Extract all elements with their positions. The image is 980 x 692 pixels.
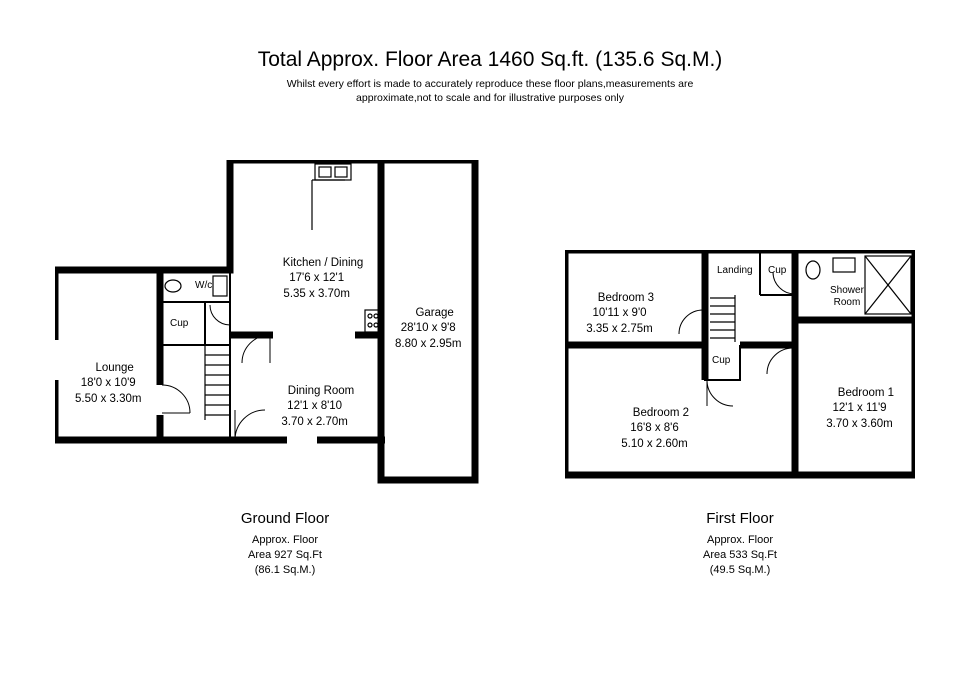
page-title: Total Approx. Floor Area 1460 Sq.ft. (13… xyxy=(0,0,980,72)
disclaimer-line2: approximate,not to scale and for illustr… xyxy=(356,92,624,104)
bed2-label: Bedroom 216'8 x 8'65.10 x 2.60m xyxy=(620,390,689,468)
lounge-label: Lounge18'0 x 10'95.50 x 3.30m xyxy=(75,345,141,423)
ground-name: Ground Floor xyxy=(185,510,385,527)
cup-label-ground: Cup xyxy=(170,318,188,330)
kitchen-label: Kitchen / Dining17'6 x 12'15.35 x 3.70m xyxy=(270,240,363,318)
disclaimer-line1: Whilst every effort is made to accuratel… xyxy=(287,78,694,90)
wc-label: W/c xyxy=(195,280,212,292)
garage-label: Garage28'10 x 9'88.80 x 2.95m xyxy=(395,290,461,368)
first-caption: First Floor Approx. Floor Area 533 Sq.Ft… xyxy=(640,510,840,578)
landing-label: Landing xyxy=(717,265,753,277)
ground-caption: Ground Floor Approx. Floor Area 927 Sq.F… xyxy=(185,510,385,578)
disclaimer: Whilst every effort is made to accuratel… xyxy=(0,78,980,105)
first-name: First Floor xyxy=(640,510,840,527)
bed3-label: Bedroom 310'11 x 9'03.35 x 2.75m xyxy=(585,275,654,353)
cup1-label: Cup xyxy=(768,265,786,277)
cup2-label: Cup xyxy=(712,355,730,367)
bed1-label: Bedroom 112'1 x 11'93.70 x 3.60m xyxy=(825,370,894,448)
plan-area: Lounge18'0 x 10'95.50 x 3.30m Kitchen / … xyxy=(0,160,980,580)
dining-label: Dining Room12'1 x 8'103.70 x 2.70m xyxy=(275,368,354,446)
shower-label: Shower Room xyxy=(830,285,864,309)
